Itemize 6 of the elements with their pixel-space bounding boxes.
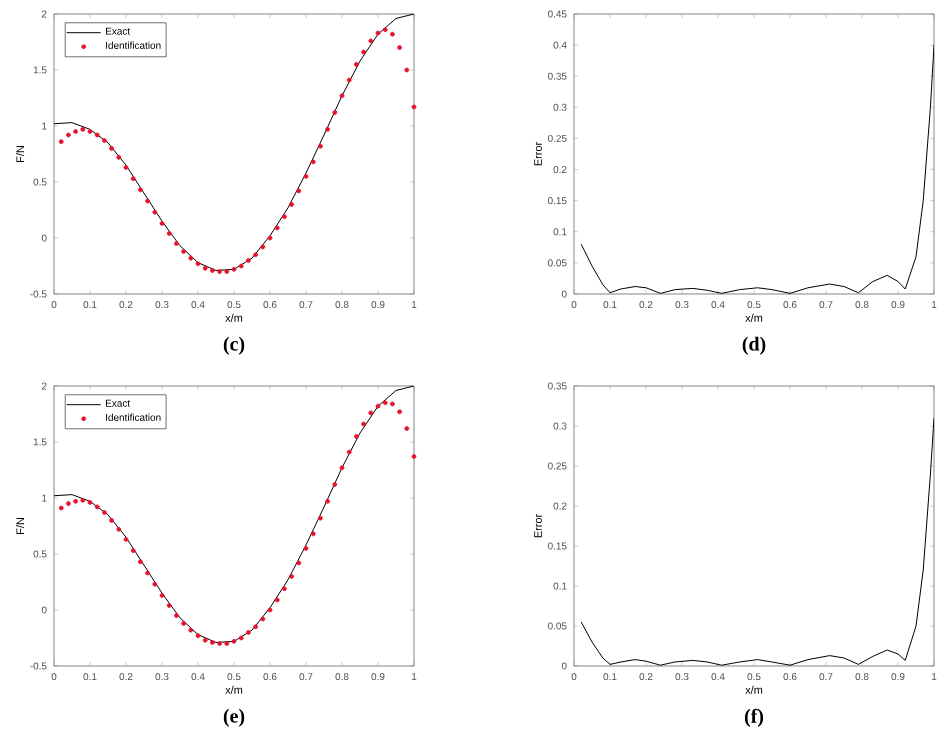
line-series [580, 417, 935, 666]
text: (e) [223, 708, 245, 727]
line-series [580, 44, 935, 294]
text: (d) [742, 336, 766, 355]
text: (f) [744, 708, 764, 727]
text: (c) [223, 336, 245, 355]
